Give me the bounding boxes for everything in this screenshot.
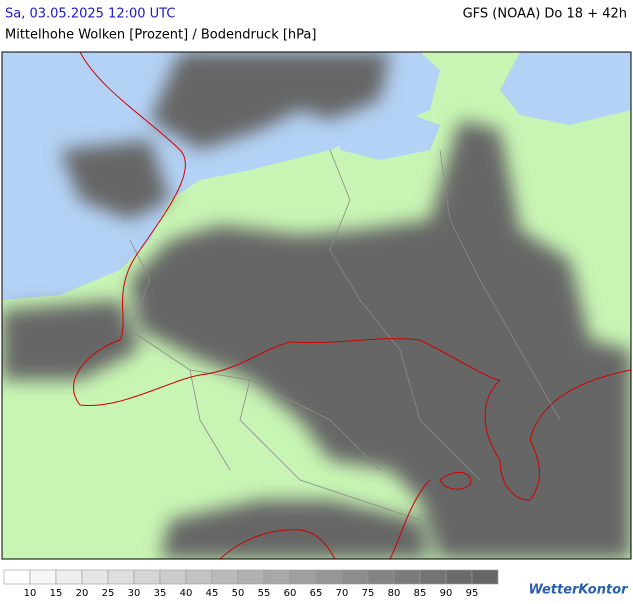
- legend-label: 65: [310, 588, 323, 599]
- legend: 10 15 20 25 30 35 40 45 50 55 60 65 70 75 80 85 90 95: [3, 569, 499, 599]
- legend-swatch: [237, 569, 265, 585]
- legend-label: 45: [206, 588, 219, 599]
- map: [2, 52, 631, 559]
- legend-label: 85: [414, 588, 427, 599]
- legend-swatch: [367, 569, 395, 585]
- legend-label: 40: [180, 588, 193, 599]
- legend-swatch: [263, 569, 291, 585]
- legend-swatch: [289, 569, 317, 585]
- legend-label: 50: [232, 588, 245, 599]
- legend-label: 35: [154, 588, 167, 599]
- legend-swatch: [471, 569, 499, 585]
- legend-label: 75: [362, 588, 375, 599]
- legend-swatch: [445, 569, 473, 585]
- legend-label: 95: [466, 588, 479, 599]
- legend-label: 20: [76, 588, 89, 599]
- legend-label: 70: [336, 588, 349, 599]
- sea-baltic: [500, 52, 631, 125]
- legend-swatch: [419, 569, 447, 585]
- legend-swatch: [133, 569, 161, 585]
- legend-swatch: [159, 569, 187, 585]
- logo: WetterKontor: [528, 583, 629, 598]
- map-frame: [1, 51, 632, 560]
- legend-label: 10: [24, 588, 37, 599]
- legend-label: 60: [284, 588, 297, 599]
- legend-swatch: [315, 569, 343, 585]
- legend-label: 25: [102, 588, 115, 599]
- legend-swatch: [211, 569, 239, 585]
- legend-swatch: [107, 569, 135, 585]
- legend-label: 55: [258, 588, 271, 599]
- sea-bay: [340, 110, 440, 160]
- legend-swatch: [341, 569, 369, 585]
- legend-swatch: [3, 569, 31, 585]
- legend-label: 15: [50, 588, 63, 599]
- datetime: Sa, 03.05.2025 12:00 UTC: [5, 7, 175, 22]
- legend-label: 90: [440, 588, 453, 599]
- legend-swatch: [55, 569, 83, 585]
- legend-swatch: [81, 569, 109, 585]
- legend-label: 30: [128, 588, 141, 599]
- subtitle: Mittelhohe Wolken [Prozent] / Bodendruck…: [5, 28, 316, 43]
- legend-swatch: [393, 569, 421, 585]
- cloud-cover: [2, 52, 631, 559]
- legend-swatch: [185, 569, 213, 585]
- legend-label: 80: [388, 588, 401, 599]
- legend-swatch: [29, 569, 57, 585]
- model-run: GFS (NOAA) Do 18 + 42h: [463, 7, 627, 22]
